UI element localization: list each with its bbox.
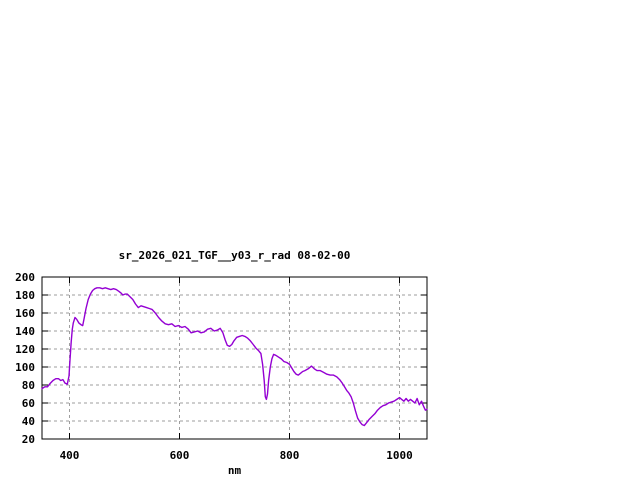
grid-lines xyxy=(42,277,427,439)
x-tick-label: 800 xyxy=(280,449,300,462)
y-tick-label: 100 xyxy=(15,361,35,374)
x-axis-tick-labels: 400 600 800 1000 xyxy=(60,449,413,462)
y-tick-label: 120 xyxy=(15,343,35,356)
y-tick-label: 60 xyxy=(22,397,35,410)
y-tick-label: 20 xyxy=(22,433,35,446)
chart-title: sr_2026_021_TGF__y03_r_rad 08-02-00 xyxy=(118,249,351,262)
x-axis-label: nm xyxy=(227,464,242,477)
data-line xyxy=(41,287,428,427)
x-tick-label: 600 xyxy=(170,449,190,462)
y-tick-label: 160 xyxy=(15,307,35,320)
tick-marks xyxy=(42,276,427,440)
x-tick-label: 1000 xyxy=(386,449,413,462)
plot-border xyxy=(41,276,428,440)
y-tick-label: 180 xyxy=(15,289,35,302)
y-axis-tick-labels: 20 40 60 80 100 120 140 160 180 200 xyxy=(15,271,35,446)
x-tick-label: 400 xyxy=(60,449,80,462)
y-tick-label: 80 xyxy=(22,379,35,392)
y-tick-label: 40 xyxy=(22,415,35,428)
y-tick-label: 140 xyxy=(15,325,35,338)
y-tick-label: 200 xyxy=(15,271,35,284)
